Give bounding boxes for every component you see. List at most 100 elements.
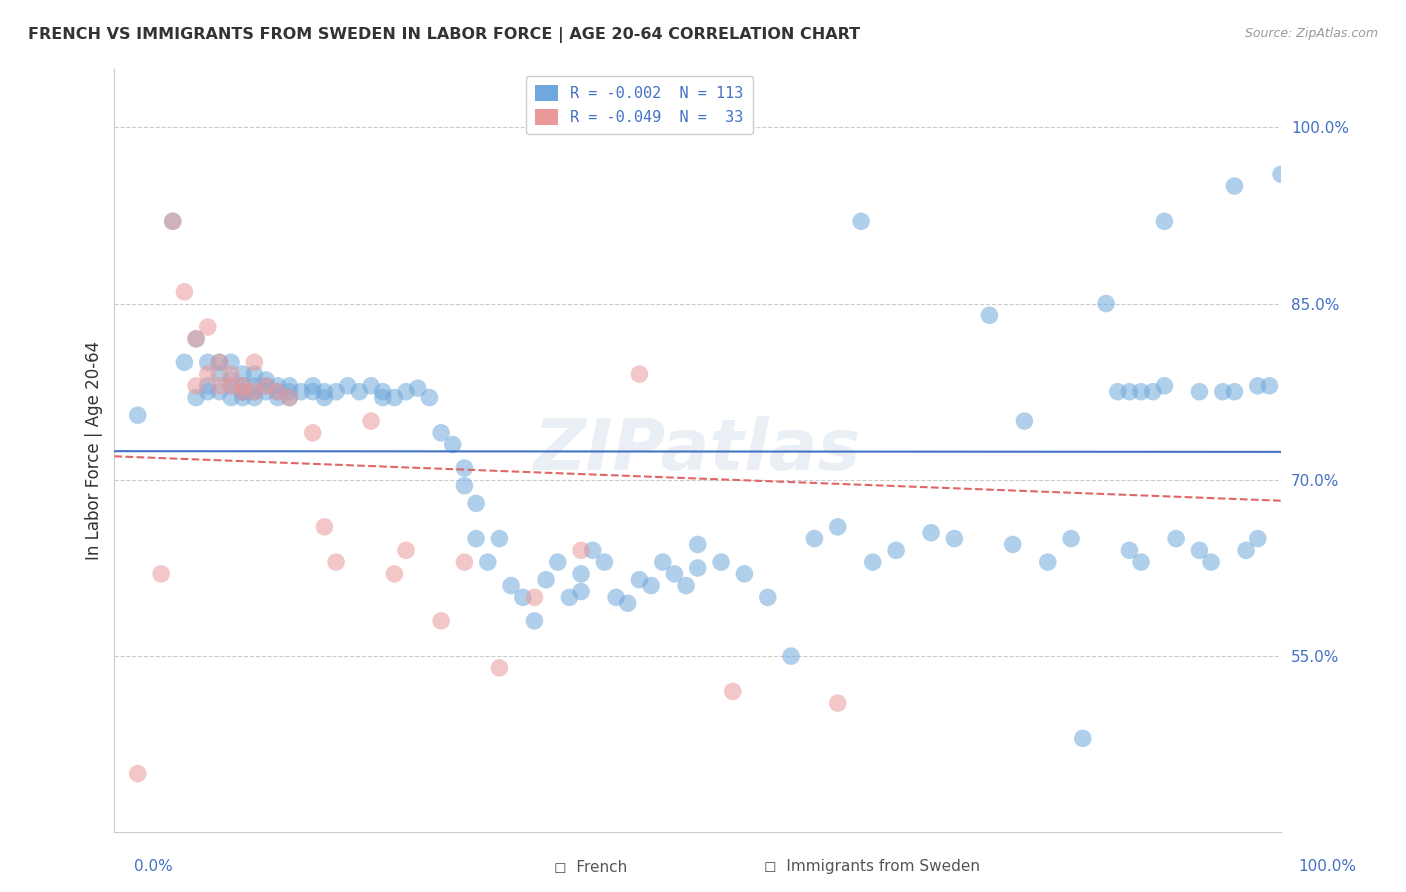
Point <box>254 373 277 387</box>
Point <box>254 379 277 393</box>
Point <box>173 285 195 299</box>
Point <box>569 543 592 558</box>
Point <box>325 384 347 399</box>
Point <box>477 555 499 569</box>
Point <box>512 591 534 605</box>
Text: Source: ZipAtlas.com: Source: ZipAtlas.com <box>1244 27 1378 40</box>
Point <box>523 614 546 628</box>
Point <box>162 214 184 228</box>
Point <box>1212 384 1234 399</box>
Point <box>430 614 453 628</box>
Point <box>336 379 359 393</box>
Point <box>254 379 277 393</box>
Point <box>314 384 336 399</box>
Point <box>1164 532 1187 546</box>
Point <box>243 379 266 393</box>
Point <box>488 661 510 675</box>
Point <box>1258 379 1281 393</box>
Y-axis label: In Labor Force | Age 20-64: In Labor Force | Age 20-64 <box>86 341 103 560</box>
Text: ◻  Immigrants from Sweden: ◻ Immigrants from Sweden <box>763 859 980 874</box>
Point <box>395 543 418 558</box>
Text: ZIPatlas: ZIPatlas <box>534 416 862 485</box>
Point <box>278 379 301 393</box>
Point <box>1036 555 1059 569</box>
Point <box>1153 379 1175 393</box>
Point <box>384 391 406 405</box>
Point <box>162 214 184 228</box>
Point <box>360 379 382 393</box>
Point <box>278 391 301 405</box>
Point <box>243 367 266 381</box>
Point <box>884 543 907 558</box>
Point <box>184 379 207 393</box>
Point <box>197 355 219 369</box>
Point <box>208 367 231 381</box>
Point <box>1001 537 1024 551</box>
Point <box>173 355 195 369</box>
Point <box>430 425 453 440</box>
Point <box>686 537 709 551</box>
Point <box>780 649 803 664</box>
Point <box>1118 384 1140 399</box>
Point <box>371 391 394 405</box>
Point <box>232 379 254 393</box>
Point <box>406 381 429 395</box>
Point <box>184 332 207 346</box>
Point <box>208 384 231 399</box>
Point <box>1118 543 1140 558</box>
Point <box>547 555 569 569</box>
Point <box>628 573 651 587</box>
Point <box>232 391 254 405</box>
Point <box>208 355 231 369</box>
Point <box>232 367 254 381</box>
Point <box>664 566 686 581</box>
Point <box>1223 384 1246 399</box>
Point <box>1130 555 1153 569</box>
Point <box>616 596 638 610</box>
Point <box>184 391 207 405</box>
Point <box>453 555 475 569</box>
Point <box>243 391 266 405</box>
Point <box>1223 179 1246 194</box>
Point <box>1188 543 1211 558</box>
Point <box>453 461 475 475</box>
Point <box>232 379 254 393</box>
Point <box>349 384 371 399</box>
Point <box>301 425 323 440</box>
Point <box>278 391 301 405</box>
Point <box>267 384 290 399</box>
Point <box>290 384 312 399</box>
Point <box>371 384 394 399</box>
Point <box>628 367 651 381</box>
Point <box>184 332 207 346</box>
Point <box>827 696 849 710</box>
Point <box>395 384 418 399</box>
Point <box>219 391 242 405</box>
Point <box>849 214 872 228</box>
Point <box>675 579 697 593</box>
Point <box>278 384 301 399</box>
Point <box>232 384 254 399</box>
Point <box>243 384 266 399</box>
Point <box>243 384 266 399</box>
Point <box>197 384 219 399</box>
Text: 0.0%: 0.0% <box>134 859 173 874</box>
Point <box>254 384 277 399</box>
Point <box>1095 296 1118 310</box>
Point <box>733 566 755 581</box>
Point <box>569 566 592 581</box>
Point <box>1071 731 1094 746</box>
Point <box>1142 384 1164 399</box>
Point <box>862 555 884 569</box>
Point <box>651 555 673 569</box>
Point <box>127 408 149 422</box>
Point <box>523 591 546 605</box>
Point <box>243 355 266 369</box>
Point <box>314 391 336 405</box>
Point <box>267 379 290 393</box>
Point <box>197 379 219 393</box>
Point <box>384 566 406 581</box>
Legend: R = -0.002  N = 113, R = -0.049  N =  33: R = -0.002 N = 113, R = -0.049 N = 33 <box>526 76 752 134</box>
Point <box>1153 214 1175 228</box>
Point <box>756 591 779 605</box>
